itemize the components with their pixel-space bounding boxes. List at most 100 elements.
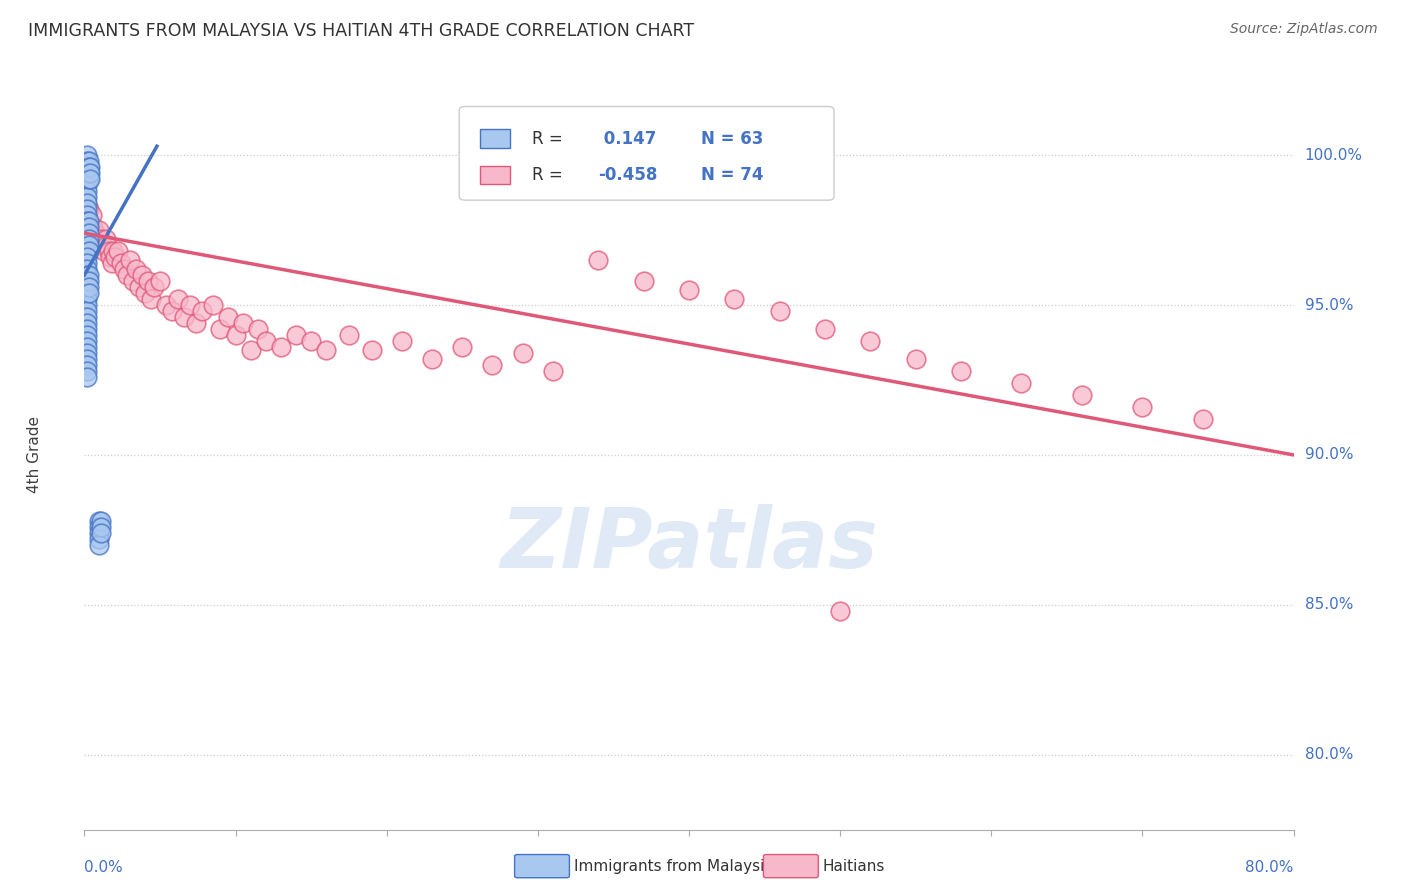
Point [76,202,98,216]
Point [76,148,98,162]
Point [86,232,108,246]
Bar [479,129,510,148]
Point [77,214,100,228]
Point [1130,400,1153,414]
Point [98,250,121,264]
Point [239,343,262,357]
Point [191,304,214,318]
Point [859,334,882,348]
Point [134,286,156,301]
Point [82,220,104,235]
Point [76,208,98,222]
Point [76,166,98,180]
Point [115,268,138,282]
Point [125,262,148,277]
Point [118,253,141,268]
Point [76,154,98,169]
Point [76,364,98,378]
Point [76,178,98,193]
Point [299,334,322,348]
Point [97,244,120,259]
Point [769,304,792,318]
Text: 90.0%: 90.0% [1305,448,1353,462]
Point [136,274,159,288]
Point [76,220,98,235]
Point [1192,412,1215,426]
Point [121,274,143,288]
Point [77,244,100,259]
Text: 4th Grade: 4th Grade [27,417,42,493]
Point [225,328,247,343]
Point [142,280,165,294]
Point [270,340,292,354]
Point [77,238,100,252]
Text: Immigrants from Malaysia: Immigrants from Malaysia [574,859,773,873]
Text: 0.0%: 0.0% [84,860,124,875]
Point [76,358,98,372]
Point [76,322,98,336]
Point [76,370,98,384]
Point [360,343,382,357]
Point [512,346,534,360]
Text: 80.0%: 80.0% [1246,860,1294,875]
Point [77,226,100,240]
Point [96,238,118,252]
Point [77,220,100,235]
Point [149,274,172,288]
Point [76,316,98,330]
Point [131,268,153,282]
Point [100,256,122,270]
Point [173,310,195,324]
Point [128,280,150,294]
Point [76,172,98,186]
Point [76,250,98,264]
Point [814,322,837,336]
Point [110,256,132,270]
Text: 85.0%: 85.0% [1305,598,1353,612]
Point [186,316,208,330]
Point [90,514,112,528]
Point [89,223,111,237]
Point [76,274,98,288]
Point [76,190,98,204]
Point [315,343,337,357]
Point [76,214,98,228]
Point [89,532,111,546]
Point [77,160,100,174]
Point [77,268,100,282]
Point [160,304,183,318]
Point [87,238,110,252]
Text: Haitians: Haitians [823,859,884,873]
Point [90,232,112,246]
Point [84,226,107,240]
Point [1011,376,1033,390]
Point [76,268,98,282]
Text: 100.0%: 100.0% [1305,148,1362,162]
Point [76,328,98,343]
Text: N = 74: N = 74 [702,166,763,184]
Point [201,298,224,312]
Point [678,283,700,297]
Point [904,351,927,366]
Point [76,160,98,174]
Point [633,274,655,288]
Point [209,322,232,336]
Point [254,334,277,348]
Point [77,172,100,186]
Point [1071,388,1094,402]
Point [541,364,564,378]
Text: IMMIGRANTS FROM MALAYSIA VS HAITIAN 4TH GRADE CORRELATION CHART: IMMIGRANTS FROM MALAYSIA VS HAITIAN 4TH … [28,22,695,40]
Point [112,262,135,277]
Point [89,538,111,552]
Point [90,525,112,540]
Point [77,280,100,294]
Point [77,232,100,246]
Point [420,351,443,366]
Point [830,604,852,618]
Point [76,280,98,294]
Point [77,166,100,180]
Point [76,232,98,246]
Point [76,351,98,366]
Text: ZIPatlas: ZIPatlas [501,504,877,585]
Point [76,310,98,324]
